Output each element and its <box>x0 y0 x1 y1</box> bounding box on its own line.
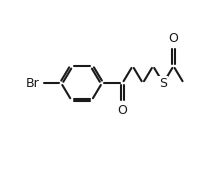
Text: O: O <box>118 104 127 117</box>
Text: Br: Br <box>26 77 40 90</box>
Text: S: S <box>159 77 167 90</box>
Text: O: O <box>169 32 178 45</box>
